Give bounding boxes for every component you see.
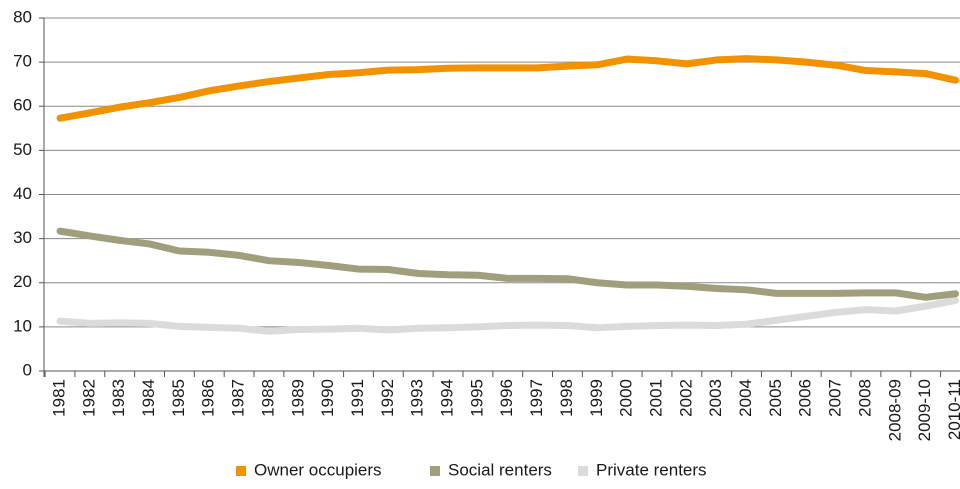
y-tick-label: 70 (13, 52, 32, 71)
x-tick-label: 1991 (348, 379, 367, 417)
y-tick-label: 0 (23, 360, 32, 379)
x-tick-label: 1996 (497, 379, 516, 417)
x-tick-label: 1990 (318, 379, 337, 417)
x-tick-label: 1981 (49, 379, 68, 417)
series-line (56, 296, 959, 335)
x-tick-label: 1993 (408, 379, 427, 417)
x-tick-label: 1999 (587, 379, 606, 417)
x-tick-label: 2001 (646, 379, 665, 417)
x-tick-label: 1992 (378, 379, 397, 417)
x-tick-label: 2000 (617, 379, 636, 417)
legend-label: Social renters (448, 460, 552, 479)
y-tick-label: 30 (13, 228, 32, 247)
x-tick-label: 1987 (229, 379, 248, 417)
x-tick-label: 2010-11 (945, 379, 960, 440)
x-tick-label: 1985 (169, 379, 188, 417)
y-tick-label: 20 (13, 272, 32, 291)
legend-label: Owner occupiers (254, 460, 382, 479)
x-tick-label: 1995 (467, 379, 486, 417)
x-tick-label: 2006 (796, 379, 815, 417)
y-tick-label: 40 (13, 184, 32, 203)
x-tick-label: 1994 (438, 379, 457, 417)
y-tick-label: 60 (13, 96, 32, 115)
y-tick-label: 10 (13, 316, 32, 335)
x-tick-label: 1983 (109, 379, 128, 417)
x-tick-label: 1989 (288, 379, 307, 417)
x-tick-label: 1982 (79, 379, 98, 417)
y-tick-label: 50 (13, 140, 32, 159)
x-tick-label: 2002 (676, 379, 695, 417)
series-line (56, 55, 959, 122)
series-line (56, 227, 959, 301)
x-tick-label: 1986 (199, 379, 218, 417)
x-tick-label: 2008 (855, 379, 874, 417)
x-tick-label: 1997 (527, 379, 546, 417)
x-tick-label: 2009-10 (915, 379, 934, 441)
x-tick-label: 2004 (736, 379, 755, 417)
legend-swatch (430, 466, 440, 476)
x-tick-label: 1998 (557, 379, 576, 417)
y-tick-label: 80 (13, 7, 32, 26)
legend-swatch (578, 466, 588, 476)
legend-swatch (236, 466, 246, 476)
x-tick-label: 2008-09 (885, 379, 904, 441)
x-tick-label: 2005 (766, 379, 785, 417)
x-tick-label: 1988 (258, 379, 277, 417)
x-tick-label: 1984 (139, 379, 158, 417)
x-tick-label: 2003 (706, 379, 725, 417)
x-tick-label: 2007 (826, 379, 845, 417)
legend-label: Private renters (596, 460, 707, 479)
